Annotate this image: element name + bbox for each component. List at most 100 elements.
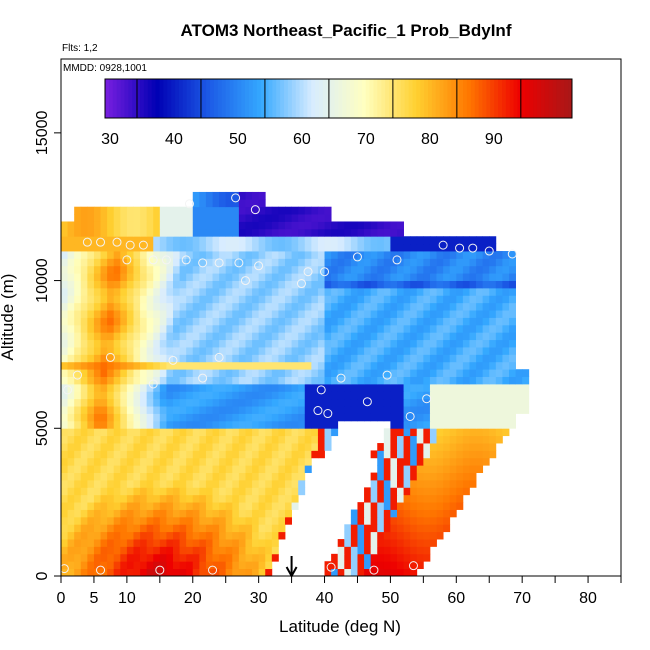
heatmap-cell <box>179 273 187 281</box>
heatmap-cell <box>93 228 101 237</box>
heatmap-cell <box>140 280 148 289</box>
heatmap-cell <box>397 516 404 525</box>
date-label: MMDD: 0928,1001 <box>63 63 147 74</box>
heatmap-cell <box>245 420 253 429</box>
heatmap-cell <box>271 339 279 348</box>
heatmap-cell <box>173 472 180 481</box>
heatmap-cell <box>225 568 233 576</box>
heatmap-cell <box>482 332 490 341</box>
heatmap-cell <box>173 428 180 437</box>
heatmap-cell <box>271 369 279 377</box>
x-tick-label: 20 <box>184 590 202 607</box>
heatmap-cell <box>331 236 339 245</box>
heatmap-cell <box>456 391 464 400</box>
heatmap-cell <box>285 406 292 414</box>
heatmap-cell <box>443 354 451 363</box>
heatmap-cell <box>502 273 510 281</box>
colorbar-segment <box>233 79 238 118</box>
heatmap-cell <box>166 383 174 392</box>
heatmap-cell <box>133 383 141 392</box>
heatmap-cell <box>113 472 121 481</box>
heatmap-cell <box>205 524 213 533</box>
heatmap-cell <box>436 354 444 363</box>
heatmap-cell <box>469 273 477 281</box>
heatmap-cell <box>489 251 497 259</box>
heatmap-cell <box>271 236 279 245</box>
heatmap-cell <box>429 398 437 407</box>
heatmap-cell <box>317 347 325 355</box>
heatmap-cell <box>219 539 227 547</box>
heatmap-cell <box>179 369 187 377</box>
heatmap-cell <box>324 391 332 400</box>
heatmap-cell <box>199 287 207 296</box>
heatmap-cell <box>357 383 365 392</box>
heatmap-cell <box>212 295 220 304</box>
heatmap-cell <box>212 191 220 200</box>
heatmap-cell <box>265 354 273 363</box>
heatmap-cell <box>212 457 220 466</box>
heatmap-cell <box>107 339 115 348</box>
heatmap-cell <box>159 287 167 296</box>
heatmap-cell <box>93 332 101 341</box>
heatmap-cell <box>502 361 510 370</box>
heatmap-cell <box>232 339 240 348</box>
heatmap-cell <box>245 479 253 488</box>
heatmap-cell <box>364 524 372 533</box>
colorbar-segment <box>311 79 316 118</box>
heatmap-cell <box>146 420 154 429</box>
heatmap-cell <box>219 236 227 245</box>
colorbar-segment <box>322 79 328 118</box>
heatmap-cell <box>410 561 418 570</box>
heatmap-cell <box>238 310 246 318</box>
heatmap-cell <box>80 465 88 473</box>
heatmap-cell <box>298 221 306 230</box>
heatmap-cell <box>344 295 352 304</box>
heatmap-cell <box>252 443 260 451</box>
heatmap-cell <box>298 391 306 400</box>
heatmap-cell <box>173 221 180 230</box>
heatmap-cell <box>166 502 174 510</box>
heatmap-cell <box>140 516 148 525</box>
heatmap-cell <box>278 420 286 429</box>
heatmap-cell <box>159 214 167 222</box>
heatmap-cell <box>509 383 516 392</box>
heatmap-cell <box>100 531 108 540</box>
heatmap-cell <box>462 420 470 429</box>
heatmap-cell <box>383 361 391 370</box>
heatmap-cell <box>74 228 82 237</box>
heatmap-cell <box>173 302 180 311</box>
heatmap-cell <box>245 568 253 576</box>
heatmap-cell <box>166 317 174 326</box>
heatmap-cell <box>87 516 95 525</box>
heatmap-cell <box>370 339 378 348</box>
heatmap-cell <box>495 391 503 400</box>
heatmap-cell <box>410 531 418 540</box>
heatmap-cell <box>133 324 141 333</box>
heatmap-cell <box>120 354 128 363</box>
heatmap-cell <box>232 376 240 385</box>
heatmap-cell <box>166 295 174 304</box>
heatmap-cell <box>219 265 227 274</box>
heatmap-cell <box>100 406 108 414</box>
heatmap-cell <box>186 361 194 370</box>
heatmap-cell <box>390 228 398 237</box>
heatmap-cell <box>192 553 200 562</box>
heatmap-cell <box>100 273 108 281</box>
heatmap-cell <box>423 524 431 533</box>
heatmap-cell <box>166 273 174 281</box>
heatmap-cell <box>324 406 332 414</box>
heatmap-cell <box>199 479 207 488</box>
heatmap-cell <box>462 295 470 304</box>
heatmap-cell <box>107 221 115 230</box>
heatmap-cell <box>212 221 220 230</box>
heatmap-cell <box>509 376 516 385</box>
heatmap-cell <box>252 317 260 326</box>
heatmap-cell <box>61 251 68 259</box>
heatmap-cell <box>370 406 378 414</box>
heatmap-cell <box>153 502 161 510</box>
heatmap-cell <box>219 280 227 289</box>
heatmap-cell <box>199 472 207 481</box>
heatmap-cell <box>462 339 470 348</box>
heatmap-cell <box>80 287 88 296</box>
heatmap-cell <box>166 420 174 429</box>
